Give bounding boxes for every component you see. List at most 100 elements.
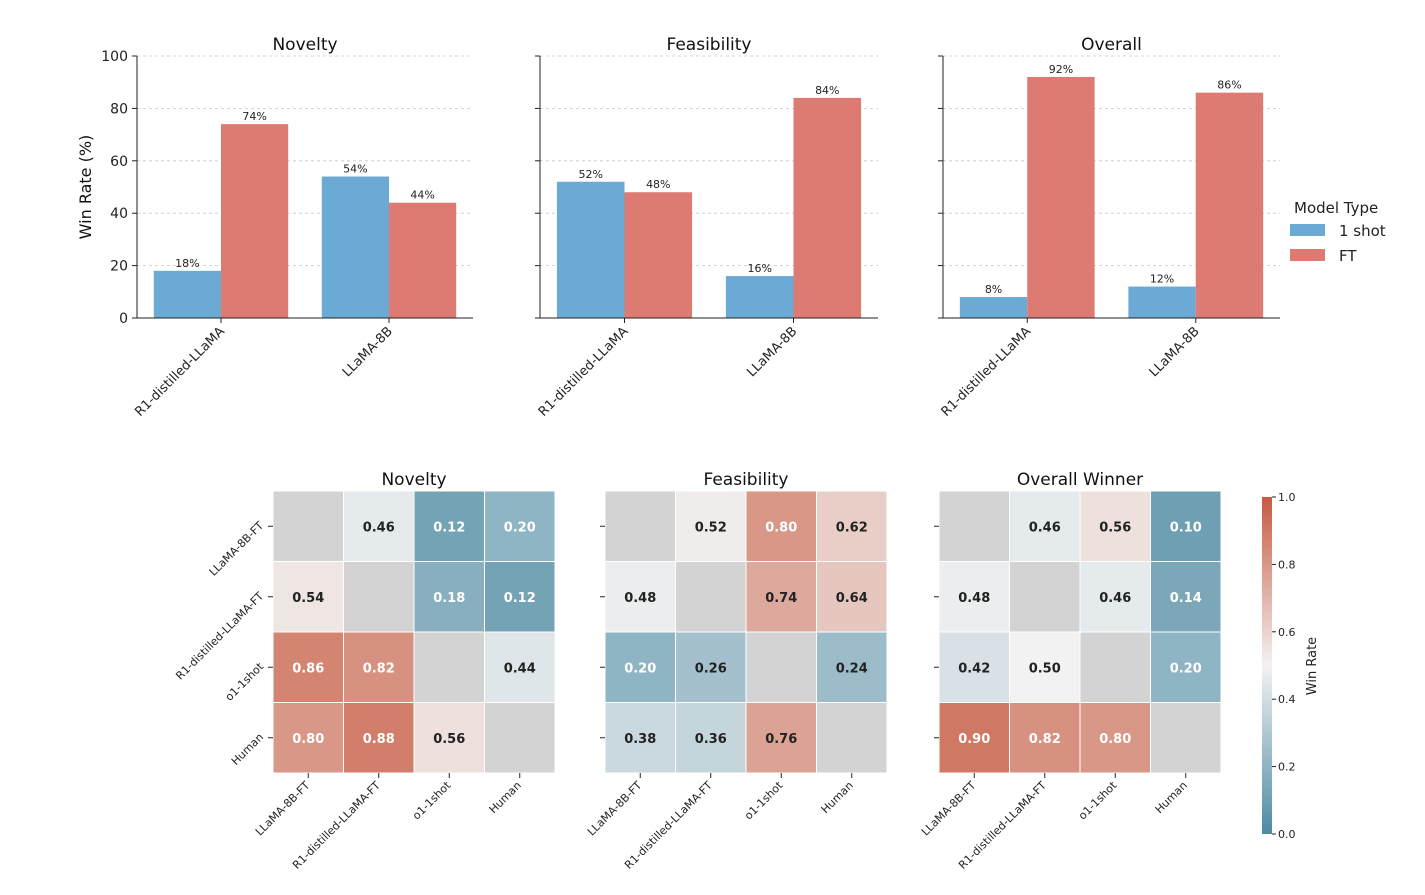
heatmap-cell-label: 0.56 bbox=[433, 732, 465, 747]
heatmap-cell bbox=[816, 561, 888, 633]
bar-value-label: 52% bbox=[578, 168, 602, 181]
heatmap-cell-label: 0.82 bbox=[363, 661, 395, 676]
x-tick-label: R1-distilled-LLaMA bbox=[939, 324, 1035, 420]
bar-value-label: 54% bbox=[343, 163, 367, 176]
heatmap-cell-label: 0.26 bbox=[695, 661, 727, 676]
bar-value-label: 8% bbox=[985, 283, 1002, 296]
legend-title: Model Type bbox=[1294, 199, 1378, 217]
heatmap-cell-diagonal bbox=[816, 702, 888, 774]
bar bbox=[725, 276, 794, 318]
heatmap-cell bbox=[938, 702, 1010, 774]
heatmap-cell-label: 0.54 bbox=[292, 591, 324, 606]
heatmap-cell-label: 0.62 bbox=[836, 520, 868, 535]
bar bbox=[389, 202, 457, 318]
legend-entry: 1 shot bbox=[1339, 222, 1386, 240]
bar-charts: 18% 74% R1-distilled-LLaMA 54% 44% LLaMA-8B 0 2… bbox=[76, 35, 1280, 420]
bar bbox=[1027, 76, 1095, 319]
x-tick-label: R1-distilled-LLaMA bbox=[132, 324, 228, 420]
colorbar-gradient bbox=[1262, 497, 1272, 834]
heatmap-cell-label: 0.80 bbox=[292, 732, 324, 747]
heatmap-cell-label: 0.14 bbox=[1170, 591, 1202, 606]
heatmaps: 0.46 0.12 0.20 0.54 0.18 0.12 0.86 0.82 0.44 0.80… bbox=[173, 470, 1222, 872]
y-tick-label: 100 bbox=[101, 49, 128, 65]
heatmap-cell-label: 0.36 bbox=[695, 732, 727, 747]
heatmap-cell-label: 0.46 bbox=[363, 520, 395, 535]
heatmap-cell-label: 0.38 bbox=[624, 732, 656, 747]
bar bbox=[556, 181, 625, 318]
heatmap-cell bbox=[745, 702, 817, 774]
heatmap-col-label: LLaMA-8B-FT bbox=[919, 779, 979, 839]
heatmap-col-label: LLaMA-8B-FT bbox=[253, 779, 313, 839]
heatmap-cell bbox=[413, 561, 485, 633]
heatmap-row-label: LLaMA-8B-FT bbox=[207, 519, 267, 579]
heatmap-cell-diagonal bbox=[938, 490, 1010, 562]
heatmap-cell-diagonal bbox=[675, 561, 747, 633]
heatmap-cell bbox=[604, 631, 676, 703]
heatmap-cell-label: 0.10 bbox=[1170, 520, 1202, 535]
bar-chart-1: 18% 74% R1-distilled-LLaMA 54% 44% LLaMA-8B 0 2… bbox=[76, 35, 473, 420]
heatmap-title: Feasibility bbox=[704, 470, 789, 490]
heatmap-cell-diagonal bbox=[604, 490, 676, 562]
heatmap-cell-label: 0.82 bbox=[1029, 732, 1061, 747]
colorbar-tick-label: 0.8 bbox=[1278, 558, 1296, 571]
y-tick-label: 60 bbox=[110, 154, 128, 170]
heatmap-col-label: o1-1shot bbox=[742, 778, 786, 822]
heatmap-cell bbox=[484, 561, 556, 633]
heatmap-cell-diagonal bbox=[343, 561, 415, 633]
x-tick-label: R1-distilled-LLaMA bbox=[536, 324, 632, 420]
heatmap-col-label: o1-1shot bbox=[1076, 778, 1120, 822]
heatmap-cell-label: 0.20 bbox=[1170, 661, 1202, 676]
heatmap-cell-label: 0.20 bbox=[504, 520, 536, 535]
heatmap-cell-diagonal bbox=[745, 631, 817, 703]
heatmap-col-label: Human bbox=[487, 779, 524, 816]
colorbar-tick-label: 0.6 bbox=[1278, 626, 1296, 639]
heatmap-1: 0.46 0.12 0.20 0.54 0.18 0.12 0.86 0.82 0.44 0.80… bbox=[173, 470, 556, 872]
heatmap-cell bbox=[816, 631, 888, 703]
heatmap-cell bbox=[1009, 490, 1081, 562]
heatmap-cell-label: 0.44 bbox=[504, 661, 536, 676]
heatmap-cell-label: 0.64 bbox=[836, 591, 868, 606]
heatmap-col-label: LLaMA-8B-FT bbox=[585, 779, 645, 839]
heatmap-cell bbox=[675, 702, 747, 774]
heatmap-cell-label: 0.48 bbox=[958, 591, 990, 606]
heatmap-cell bbox=[1079, 702, 1151, 774]
bar-chart-2: 52% 48% R1-distilled-LLaMA 16% 84% LLaMA-8B Fe… bbox=[535, 35, 878, 420]
colorbar: 0.0 0.2 0.4 0.6 0.8 1.0 Win Rate bbox=[1262, 491, 1320, 841]
heatmap-col-label: Human bbox=[1153, 779, 1190, 816]
heatmap-cell-label: 0.76 bbox=[765, 732, 797, 747]
heatmap-cell bbox=[1150, 490, 1222, 562]
bar-value-label: 12% bbox=[1150, 273, 1174, 286]
heatmap-col-label: Human bbox=[819, 779, 856, 816]
heatmap-cell-label: 0.90 bbox=[958, 732, 990, 747]
bar bbox=[959, 297, 1028, 318]
heatmap-row-label: o1-1shot bbox=[223, 660, 267, 704]
legend-swatch bbox=[1290, 249, 1325, 261]
y-tick-label: 40 bbox=[110, 206, 128, 222]
y-tick-label: 0 bbox=[119, 311, 128, 327]
bar bbox=[1195, 92, 1264, 319]
heatmap-cell-diagonal bbox=[1079, 631, 1151, 703]
heatmap-cell bbox=[816, 490, 888, 562]
heatmap-cell-label: 0.46 bbox=[1029, 520, 1061, 535]
heatmap-cell-label: 0.18 bbox=[433, 591, 465, 606]
heatmap-cell bbox=[1009, 702, 1081, 774]
heatmap-cell-label: 0.80 bbox=[765, 520, 797, 535]
bar-value-label: 16% bbox=[747, 262, 771, 275]
x-tick-label: LLaMA-8B bbox=[1147, 324, 1203, 380]
heatmap-cell-diagonal bbox=[1150, 702, 1222, 774]
bar-chart-3: 8% 92% R1-distilled-LLaMA 12% 86% LLaMA-8B Ove… bbox=[938, 35, 1280, 420]
bar bbox=[793, 97, 862, 318]
heatmap-cell-diagonal bbox=[413, 631, 485, 703]
bar-value-label: 86% bbox=[1217, 79, 1241, 92]
heatmap-cell bbox=[413, 490, 485, 562]
heatmap-cell-label: 0.42 bbox=[958, 661, 990, 676]
colorbar-label: Win Rate bbox=[1305, 637, 1320, 695]
bar-value-label: 44% bbox=[410, 189, 434, 202]
bar-value-label: 92% bbox=[1049, 63, 1073, 76]
heatmap-cell-label: 0.74 bbox=[765, 591, 797, 606]
bar bbox=[1128, 286, 1196, 318]
colorbar-tick-label: 0.0 bbox=[1278, 828, 1296, 841]
heatmap-cell-label: 0.56 bbox=[1099, 520, 1131, 535]
heatmap-cell-diagonal bbox=[272, 490, 344, 562]
bar bbox=[624, 192, 693, 318]
